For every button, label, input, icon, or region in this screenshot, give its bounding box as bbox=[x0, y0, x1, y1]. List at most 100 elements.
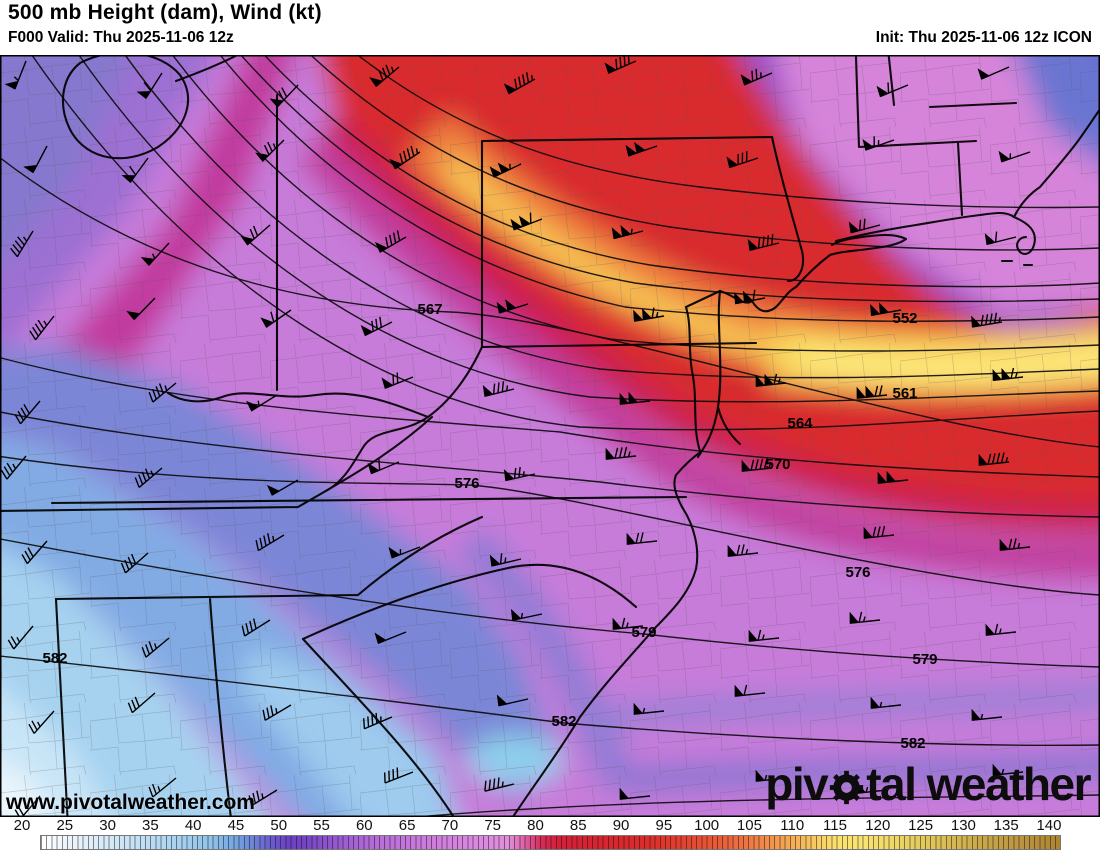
wind-barb bbox=[360, 316, 393, 337]
wind-barb bbox=[998, 150, 1031, 163]
wind-barb bbox=[363, 712, 393, 730]
map-frame bbox=[0, 55, 1100, 817]
wind-barb bbox=[870, 696, 902, 709]
contour-label: 570 bbox=[765, 456, 790, 473]
wind-barb bbox=[14, 795, 41, 817]
wind-barb bbox=[870, 302, 902, 316]
wind-barb bbox=[240, 224, 271, 246]
contour-label: 582 bbox=[900, 735, 925, 752]
wind-barb bbox=[726, 151, 759, 169]
colorbar-tick-label: 25 bbox=[56, 817, 74, 834]
wind-barb bbox=[863, 525, 895, 539]
wind-barb bbox=[625, 141, 658, 157]
wind-barb bbox=[978, 452, 1010, 466]
colorbar-tick-label: 30 bbox=[99, 817, 116, 834]
wind-barb bbox=[140, 242, 170, 266]
wind-barb bbox=[269, 84, 299, 108]
colorbar-tick-label: 60 bbox=[355, 817, 373, 834]
colorbar-tick-label: 50 bbox=[270, 817, 288, 834]
colorbar-tick-label: 95 bbox=[655, 817, 673, 834]
contour-label: 564 bbox=[787, 415, 813, 432]
wind-barb bbox=[246, 394, 278, 412]
contour-label: 576 bbox=[845, 564, 870, 581]
logo-text-post: tal weather bbox=[866, 758, 1091, 810]
wind-barb bbox=[862, 136, 895, 151]
wind-barb bbox=[510, 608, 543, 621]
wind-barb bbox=[248, 789, 278, 807]
colorbar-tick-label: 35 bbox=[142, 817, 159, 834]
colorbar-tick-label: 105 bbox=[736, 817, 762, 834]
wind-barb bbox=[611, 225, 644, 240]
wind-barb bbox=[21, 540, 48, 565]
contour-label: 552 bbox=[892, 310, 917, 327]
wind-barb bbox=[260, 309, 292, 328]
wind-barb bbox=[367, 459, 400, 475]
wind-barb bbox=[877, 470, 909, 484]
wind-barb bbox=[605, 446, 637, 460]
colorbar-tick-label: 85 bbox=[569, 817, 587, 834]
wind-barb bbox=[255, 139, 285, 162]
colorbar-tick-label: 45 bbox=[227, 817, 245, 834]
wind-barb bbox=[482, 381, 515, 397]
wind-barb bbox=[369, 64, 400, 88]
wind-barb bbox=[266, 479, 299, 496]
page-title: 500 mb Height (dam), Wind (kt) bbox=[8, 1, 322, 24]
height-contours bbox=[0, 55, 1100, 817]
wind-barb bbox=[121, 157, 149, 183]
colorbar-tick-label: 115 bbox=[823, 817, 847, 834]
contour-label: 582 bbox=[551, 713, 576, 730]
colorbar-tick-label: 55 bbox=[313, 817, 330, 834]
wind-barb bbox=[496, 694, 529, 707]
wind-barb bbox=[141, 637, 170, 658]
wind-barb bbox=[971, 312, 1003, 328]
wind-barb bbox=[633, 307, 665, 322]
wind-barb bbox=[241, 618, 271, 637]
colorbar-tick-label: 90 bbox=[612, 817, 630, 834]
wind-barb bbox=[14, 400, 41, 425]
state-borders bbox=[0, 55, 1100, 817]
gear-icon bbox=[830, 770, 864, 804]
logo-text-pre: piv bbox=[765, 758, 828, 810]
wind-barb bbox=[28, 710, 55, 734]
colorbar-tick-label: 125 bbox=[908, 817, 934, 834]
wind-barb bbox=[612, 617, 644, 630]
colorbar-tick-label: 70 bbox=[441, 817, 459, 834]
wind-barb bbox=[633, 702, 665, 715]
contour-label: 582 bbox=[42, 650, 67, 667]
wind-barb bbox=[876, 82, 909, 98]
wind-barb bbox=[255, 533, 285, 552]
wind-barb bbox=[977, 66, 1010, 80]
colorbar-tick-label: 80 bbox=[527, 817, 544, 834]
wind-barb bbox=[971, 708, 1003, 721]
valid-time-label: F000 Valid: Thu 2025-11-06 12z bbox=[8, 29, 234, 46]
wind-barb bbox=[740, 68, 773, 86]
watermark: www.pivotalweather.com bbox=[6, 791, 255, 814]
contour-labels: 552 561 564 567 570 576 576 579 579 582 582 582 bbox=[42, 301, 937, 752]
wind-barb bbox=[747, 234, 780, 251]
wind-barb bbox=[496, 299, 529, 314]
wind-barb bbox=[604, 55, 637, 74]
wind-barb bbox=[503, 466, 536, 482]
colorbar-tick-label: 40 bbox=[184, 817, 202, 834]
wind-barb bbox=[619, 787, 651, 800]
wind-barb bbox=[503, 72, 536, 95]
header: 500 mb Height (dam), Wind (kt) F000 Vali… bbox=[0, 0, 1100, 55]
wind-barb bbox=[383, 767, 414, 784]
contour-label: 576 bbox=[454, 475, 479, 492]
wind-barb bbox=[148, 777, 177, 798]
wind-barb bbox=[848, 218, 881, 234]
wind-barb bbox=[374, 631, 407, 644]
map-canvas: 552 561 564 567 570 576 576 579 579 582 582 582 www… bbox=[0, 55, 1100, 817]
wind-barb bbox=[127, 692, 156, 714]
colorbar-tick-label: 100 bbox=[694, 817, 720, 834]
wind-barb bbox=[489, 553, 522, 567]
contour-label: 567 bbox=[417, 301, 442, 318]
wind-barb bbox=[489, 162, 522, 178]
contour-label: 561 bbox=[892, 385, 917, 402]
county-borders-texture bbox=[0, 55, 1100, 817]
contour-label: 579 bbox=[912, 651, 937, 668]
wind-barb bbox=[23, 145, 48, 174]
wind-barb bbox=[984, 231, 1017, 246]
colorbar-cell-lines bbox=[41, 836, 1060, 849]
